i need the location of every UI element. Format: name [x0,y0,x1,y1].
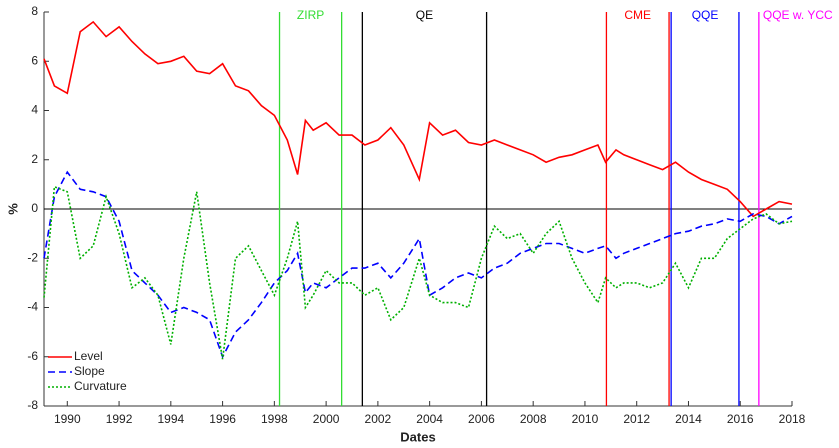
x-tick-label: 2004 [416,412,443,426]
x-tick-label: 2010 [572,412,599,426]
y-tick-label: -2 [27,250,38,264]
series-line [43,185,793,360]
legend-label: Slope [74,364,105,378]
y-tick-label: 4 [31,103,38,117]
x-tick-label: 2016 [727,412,754,426]
x-axis-label: Dates [400,429,435,444]
x-tick-label: 1994 [157,412,184,426]
y-tick-label: 8 [31,4,38,18]
x-tick-label: 1990 [54,412,81,426]
y-tick-label: 0 [31,201,38,215]
event-label: QE [416,8,433,22]
x-tick-label: 2000 [313,412,340,426]
x-tick-label: 2006 [468,412,495,426]
event-label: QQE w. YCC [763,8,833,22]
x-tick-label: 2014 [675,412,702,426]
event-label: CME [624,8,651,22]
y-tick-label: 2 [31,152,38,166]
x-tick-label: 1998 [261,412,288,426]
event-label: QQE [692,8,719,22]
x-tick-label: 2002 [365,412,392,426]
y-tick-label: -6 [27,349,38,363]
y-axis-label: % [5,203,20,215]
y-tick-label: -4 [27,300,38,314]
series-line [43,20,793,218]
x-tick-label: 2018 [779,412,806,426]
legend-label: Level [74,349,103,363]
event-label: ZIRP [297,8,324,22]
x-tick-label: 1992 [106,412,133,426]
legend-label: Curvature [74,379,127,393]
x-tick-label: 2012 [623,412,650,426]
x-tick-label: 2008 [520,412,547,426]
y-tick-label: -8 [27,398,38,412]
x-tick-label: 1996 [209,412,236,426]
y-tick-label: 6 [31,53,38,67]
